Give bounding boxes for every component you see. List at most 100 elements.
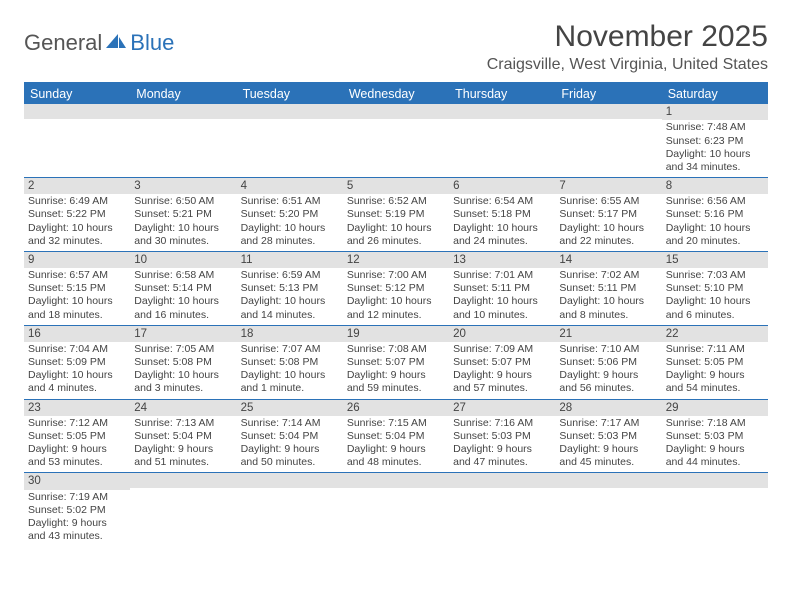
sunset-text: Sunset: 5:14 PM	[134, 282, 232, 295]
week-row: 16Sunrise: 7:04 AMSunset: 5:09 PMDayligh…	[24, 326, 768, 400]
day-number: 29	[662, 400, 768, 416]
sunset-text: Sunset: 5:22 PM	[28, 208, 126, 221]
sunrise-text: Sunrise: 7:16 AM	[453, 417, 551, 430]
day-body: Sunrise: 7:07 AMSunset: 5:08 PMDaylight:…	[237, 342, 343, 399]
week-row: 23Sunrise: 7:12 AMSunset: 5:05 PMDayligh…	[24, 400, 768, 474]
month-title: November 2025	[487, 20, 768, 54]
day-number: 11	[237, 252, 343, 268]
day-number: 19	[343, 326, 449, 342]
sunset-text: Sunset: 5:20 PM	[241, 208, 339, 221]
day-body: Sunrise: 7:02 AMSunset: 5:11 PMDaylight:…	[555, 268, 661, 325]
day-cell: 7Sunrise: 6:55 AMSunset: 5:17 PMDaylight…	[555, 178, 661, 251]
day-cell: 11Sunrise: 6:59 AMSunset: 5:13 PMDayligh…	[237, 252, 343, 325]
day-body	[24, 119, 130, 174]
day-body: Sunrise: 7:04 AMSunset: 5:09 PMDaylight:…	[24, 342, 130, 399]
sail-icon	[104, 30, 128, 56]
day-body: Sunrise: 6:56 AMSunset: 5:16 PMDaylight:…	[662, 194, 768, 251]
day-body	[237, 488, 343, 543]
sunset-text: Sunset: 5:09 PM	[28, 356, 126, 369]
day-number: 15	[662, 252, 768, 268]
day-cell: 25Sunrise: 7:14 AMSunset: 5:04 PMDayligh…	[237, 400, 343, 473]
daylight-text: Daylight: 9 hours and 54 minutes.	[666, 369, 764, 395]
day-body	[555, 119, 661, 174]
sunset-text: Sunset: 5:04 PM	[347, 430, 445, 443]
sunrise-text: Sunrise: 6:56 AM	[666, 195, 764, 208]
day-body	[130, 488, 236, 543]
sunrise-text: Sunrise: 7:11 AM	[666, 343, 764, 356]
day-number: 27	[449, 400, 555, 416]
page-header: General Blue November 2025 Craigsville, …	[24, 20, 768, 74]
day-cell: 1Sunrise: 7:48 AMSunset: 6:23 PMDaylight…	[662, 104, 768, 177]
day-cell: 27Sunrise: 7:16 AMSunset: 5:03 PMDayligh…	[449, 400, 555, 473]
day-number	[343, 473, 449, 488]
sunset-text: Sunset: 5:19 PM	[347, 208, 445, 221]
sunset-text: Sunset: 5:11 PM	[453, 282, 551, 295]
day-number: 17	[130, 326, 236, 342]
daylight-text: Daylight: 10 hours and 18 minutes.	[28, 295, 126, 321]
sunrise-text: Sunrise: 6:49 AM	[28, 195, 126, 208]
daylight-text: Daylight: 10 hours and 12 minutes.	[347, 295, 445, 321]
daylight-text: Daylight: 10 hours and 22 minutes.	[559, 222, 657, 248]
day-number	[24, 104, 130, 119]
daylight-text: Daylight: 10 hours and 20 minutes.	[666, 222, 764, 248]
day-number: 1	[662, 104, 768, 120]
daylight-text: Daylight: 9 hours and 57 minutes.	[453, 369, 551, 395]
sunset-text: Sunset: 5:02 PM	[28, 504, 126, 517]
sunrise-text: Sunrise: 7:12 AM	[28, 417, 126, 430]
sunset-text: Sunset: 5:11 PM	[559, 282, 657, 295]
day-body: Sunrise: 6:51 AMSunset: 5:20 PMDaylight:…	[237, 194, 343, 251]
day-body: Sunrise: 7:19 AMSunset: 5:02 PMDaylight:…	[24, 490, 130, 547]
day-cell	[662, 473, 768, 546]
sunrise-text: Sunrise: 7:10 AM	[559, 343, 657, 356]
daylight-text: Daylight: 10 hours and 3 minutes.	[134, 369, 232, 395]
daylight-text: Daylight: 9 hours and 44 minutes.	[666, 443, 764, 469]
day-number	[343, 104, 449, 119]
sunset-text: Sunset: 5:05 PM	[666, 356, 764, 369]
daylight-text: Daylight: 9 hours and 47 minutes.	[453, 443, 551, 469]
day-cell: 10Sunrise: 6:58 AMSunset: 5:14 PMDayligh…	[130, 252, 236, 325]
sunset-text: Sunset: 5:03 PM	[666, 430, 764, 443]
day-cell: 20Sunrise: 7:09 AMSunset: 5:07 PMDayligh…	[449, 326, 555, 399]
day-body: Sunrise: 7:10 AMSunset: 5:06 PMDaylight:…	[555, 342, 661, 399]
calendar-page: General Blue November 2025 Craigsville, …	[0, 0, 792, 566]
day-body: Sunrise: 7:01 AMSunset: 5:11 PMDaylight:…	[449, 268, 555, 325]
day-number	[449, 473, 555, 488]
sunrise-text: Sunrise: 7:13 AM	[134, 417, 232, 430]
day-cell	[24, 104, 130, 177]
day-number: 26	[343, 400, 449, 416]
sunset-text: Sunset: 6:23 PM	[666, 135, 764, 148]
day-number: 14	[555, 252, 661, 268]
daylight-text: Daylight: 10 hours and 10 minutes.	[453, 295, 551, 321]
daylight-text: Daylight: 10 hours and 14 minutes.	[241, 295, 339, 321]
sunrise-text: Sunrise: 7:08 AM	[347, 343, 445, 356]
week-row: 2Sunrise: 6:49 AMSunset: 5:22 PMDaylight…	[24, 178, 768, 252]
day-number: 8	[662, 178, 768, 194]
week-row: 9Sunrise: 6:57 AMSunset: 5:15 PMDaylight…	[24, 252, 768, 326]
day-body: Sunrise: 6:52 AMSunset: 5:19 PMDaylight:…	[343, 194, 449, 251]
daylight-text: Daylight: 10 hours and 26 minutes.	[347, 222, 445, 248]
day-body: Sunrise: 7:03 AMSunset: 5:10 PMDaylight:…	[662, 268, 768, 325]
day-cell: 23Sunrise: 7:12 AMSunset: 5:05 PMDayligh…	[24, 400, 130, 473]
day-cell: 24Sunrise: 7:13 AMSunset: 5:04 PMDayligh…	[130, 400, 236, 473]
day-body	[449, 488, 555, 543]
day-number: 7	[555, 178, 661, 194]
daylight-text: Daylight: 10 hours and 28 minutes.	[241, 222, 339, 248]
day-number: 4	[237, 178, 343, 194]
weekday-header: Wednesday	[343, 84, 449, 104]
week-row: 30Sunrise: 7:19 AMSunset: 5:02 PMDayligh…	[24, 473, 768, 546]
day-body: Sunrise: 6:57 AMSunset: 5:15 PMDaylight:…	[24, 268, 130, 325]
day-body: Sunrise: 7:11 AMSunset: 5:05 PMDaylight:…	[662, 342, 768, 399]
day-cell: 18Sunrise: 7:07 AMSunset: 5:08 PMDayligh…	[237, 326, 343, 399]
sunset-text: Sunset: 5:18 PM	[453, 208, 551, 221]
weekday-header: Sunday	[24, 84, 130, 104]
day-body	[343, 488, 449, 543]
day-body: Sunrise: 6:50 AMSunset: 5:21 PMDaylight:…	[130, 194, 236, 251]
day-cell: 4Sunrise: 6:51 AMSunset: 5:20 PMDaylight…	[237, 178, 343, 251]
day-number	[130, 104, 236, 119]
logo: General Blue	[24, 30, 174, 56]
day-number: 23	[24, 400, 130, 416]
day-number	[449, 104, 555, 119]
day-number: 28	[555, 400, 661, 416]
day-number: 10	[130, 252, 236, 268]
calendar-grid: Sunday Monday Tuesday Wednesday Thursday…	[24, 82, 768, 546]
